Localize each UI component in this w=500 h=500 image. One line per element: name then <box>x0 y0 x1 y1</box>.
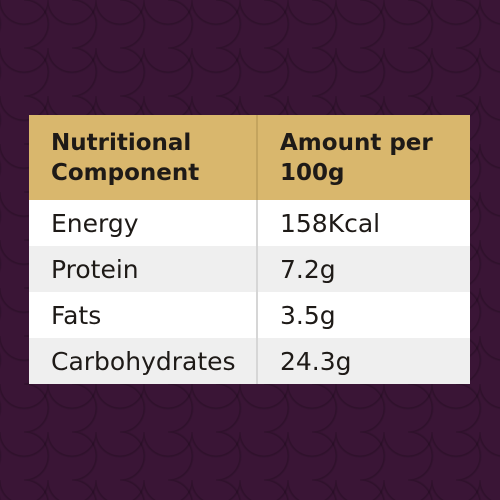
component-cell: Protein <box>29 246 258 292</box>
amount-cell: 7.2g <box>257 246 470 292</box>
table-row: Protein 7.2g <box>29 246 470 292</box>
amount-cell: 3.5g <box>257 292 470 338</box>
header-nutritional-component: Nutritional Component <box>29 115 258 200</box>
nutrition-table: Nutritional Component Amount per 100g En… <box>29 115 470 384</box>
table-row: Energy 158Kcal <box>29 200 470 246</box>
table-header-row: Nutritional Component Amount per 100g <box>29 115 470 200</box>
amount-cell: 158Kcal <box>257 200 470 246</box>
component-cell: Carbohydrates <box>29 338 258 384</box>
component-cell: Energy <box>29 200 258 246</box>
table-row: Fats 3.5g <box>29 292 470 338</box>
amount-cell: 24.3g <box>257 338 470 384</box>
table-row: Carbohydrates 24.3g <box>29 338 470 384</box>
header-amount-per-100g: Amount per 100g <box>257 115 470 200</box>
nutrition-table-container: Nutritional Component Amount per 100g En… <box>29 115 470 384</box>
component-cell: Fats <box>29 292 258 338</box>
